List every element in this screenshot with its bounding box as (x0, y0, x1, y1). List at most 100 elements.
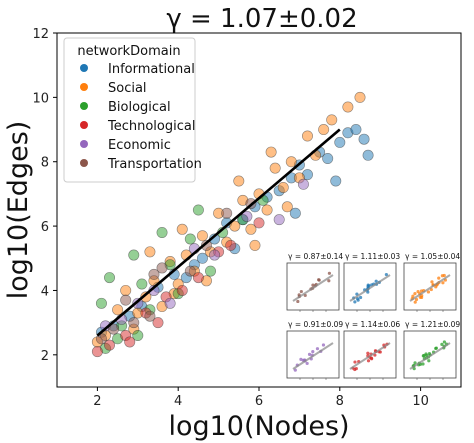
legend: networkDomain Informational Social Biologic… (63, 37, 202, 183)
inset-point (441, 281, 445, 285)
data-point-technological (104, 339, 116, 351)
inset-point (426, 290, 431, 294)
data-point-social (249, 239, 261, 251)
y-tick-label: 10 (32, 91, 49, 106)
data-point-social (144, 246, 156, 258)
inset-point (358, 295, 363, 300)
y-tick-label: 8 (41, 156, 49, 171)
y-axis-label: log10(Edges) (3, 121, 34, 300)
legend-marker (80, 121, 88, 129)
x-tick-label: 2 (93, 394, 101, 409)
data-point-informational (322, 153, 334, 165)
legend-label: Economic (108, 138, 171, 153)
data-point-social (265, 146, 277, 158)
data-point-biological (95, 297, 107, 309)
data-point-transportation (120, 294, 132, 306)
x-tick-label: 6 (255, 394, 263, 409)
inset-point (311, 350, 315, 354)
legend-label: Informational (108, 62, 195, 77)
inset-point (413, 361, 417, 365)
inset-informational: γ = 1.11±0.03 (343, 252, 400, 312)
inset-technological: γ = 1.14±0.06 (343, 320, 400, 380)
legend-marker (80, 159, 88, 167)
inset-point (416, 290, 420, 294)
legend-label: Technological (107, 119, 195, 134)
data-point-transportation (184, 265, 196, 277)
legend-marker (80, 102, 88, 110)
data-point-biological (128, 249, 140, 261)
inset-point (354, 366, 358, 371)
y-tick-label: 12 (32, 27, 49, 42)
data-point-technological (152, 317, 164, 329)
inset-point (413, 300, 417, 304)
data-point-economic (164, 297, 176, 309)
inset-point (442, 340, 447, 344)
data-point-social (326, 114, 338, 126)
data-point-informational (289, 207, 301, 219)
inset-point (366, 290, 370, 294)
data-point-social (281, 201, 293, 213)
data-point-informational (358, 133, 370, 145)
data-point-economic (273, 214, 285, 226)
legend-marker (80, 83, 88, 91)
inset-gamma-label: γ = 1.05±0.04 (405, 252, 460, 261)
data-point-transportation (108, 323, 120, 335)
data-point-transportation (144, 310, 156, 322)
data-point-informational (334, 136, 346, 148)
inset-point (437, 276, 441, 280)
data-point-social (269, 162, 281, 174)
inset-point (427, 352, 432, 356)
inset-social: γ = 1.05±0.04 (403, 252, 460, 312)
data-point-social (301, 130, 313, 142)
data-point-biological (184, 233, 196, 245)
data-point-technological (225, 239, 237, 251)
inset-point (366, 351, 370, 355)
inset-fit-line (409, 274, 451, 302)
x-tick-label: 8 (336, 394, 344, 409)
inset-fit-line (409, 342, 451, 370)
inset-point (327, 279, 331, 283)
inset-biological: γ = 1.21±0.09 (403, 320, 460, 380)
data-point-social (354, 91, 366, 103)
y-tick-label: 6 (41, 220, 49, 235)
inset-point (384, 272, 388, 277)
data-point-social (285, 156, 297, 168)
data-point-social (342, 101, 354, 113)
y-tick-label: 4 (41, 284, 49, 299)
inset-point (418, 295, 422, 299)
inset-gamma-label: γ = 0.87±0.14 (288, 252, 343, 261)
inset-point (440, 274, 444, 278)
inset-point (293, 368, 297, 372)
x-tick-label: 4 (174, 394, 182, 409)
data-point-technological (253, 217, 265, 229)
inset-point (434, 346, 438, 350)
data-point-transportation (200, 239, 212, 251)
inset-point (424, 352, 428, 356)
inset-point (411, 294, 415, 298)
inset-point (317, 278, 321, 282)
data-point-biological (104, 272, 116, 284)
data-point-informational (330, 175, 342, 187)
data-points (91, 91, 374, 358)
fit-line (96, 128, 341, 337)
data-point-biological (156, 227, 168, 239)
axis-ticks: 2 4 6 8 10 2 4 6 8 10 12 (32, 27, 428, 409)
inset-point (307, 352, 312, 356)
data-point-transportation (148, 268, 160, 280)
inset-transportation: γ = 0.87±0.14 (286, 252, 343, 312)
inset-point (353, 300, 357, 304)
y-tick-label: 2 (41, 349, 49, 364)
inset-point (366, 359, 371, 363)
legend-label: Biological (108, 100, 171, 115)
inset-point (440, 342, 444, 346)
data-point-biological (192, 204, 204, 216)
inset-economic: γ = 0.91±0.09 (286, 320, 343, 380)
data-point-informational (362, 149, 374, 161)
data-point-social (112, 304, 124, 316)
inset-point (299, 289, 303, 294)
data-point-transportation (128, 317, 140, 329)
inset-point (315, 347, 320, 351)
inset-point (321, 343, 326, 347)
inset-gamma-label: γ = 1.21±0.09 (405, 320, 460, 329)
x-axis-label: log10(Nodes) (168, 411, 349, 442)
